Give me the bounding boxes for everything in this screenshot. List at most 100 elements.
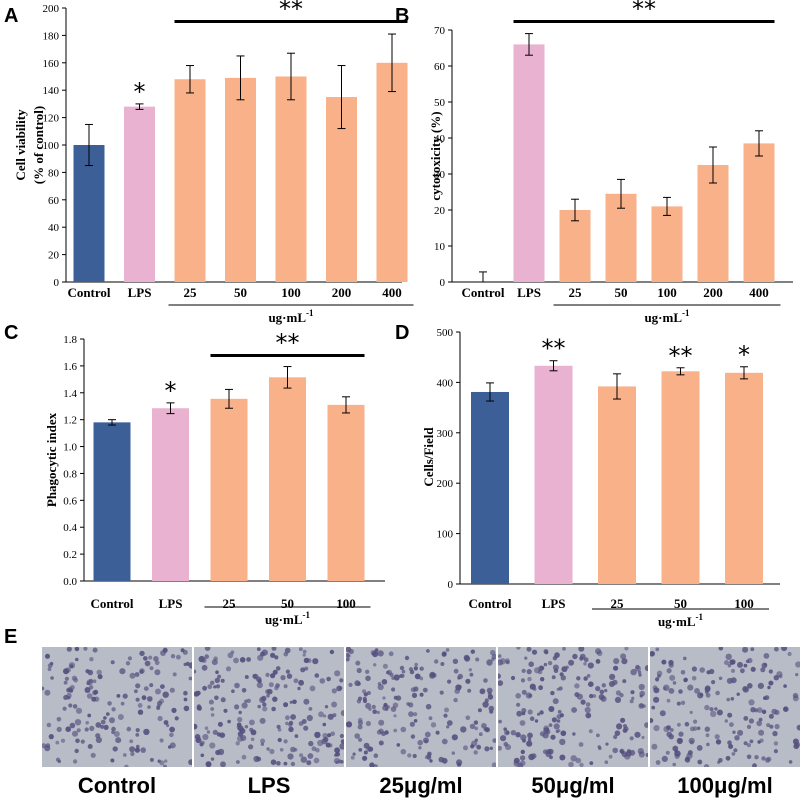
cell-dot [727, 712, 733, 718]
cell-dot [704, 726, 710, 732]
cell-dot [149, 757, 154, 762]
condition-label-control: Control [77, 773, 157, 798]
cell-dot [267, 688, 273, 695]
cell-dot [781, 647, 788, 652]
cell-dot [680, 700, 686, 705]
cell-dot [352, 752, 356, 756]
cell-dot [44, 745, 51, 752]
cell-dot [233, 657, 239, 664]
cell-dot [752, 763, 757, 767]
cell-dot [400, 726, 407, 733]
cell-dot [395, 695, 402, 701]
unit-exponent: -1 [682, 308, 690, 318]
cell-dot [194, 734, 201, 740]
cell-dot [484, 746, 490, 752]
cell-dot [668, 734, 674, 740]
cell-dot [490, 649, 496, 656]
cell-dot [750, 647, 755, 652]
cell-dot [97, 674, 103, 680]
chart-b: 0 10 20 30 40 50 60 70 cytotoxicity (%) Control LP… [428, 0, 793, 325]
cell-dot [157, 715, 163, 722]
cell-dot [747, 657, 753, 664]
y-tick-label: 60 [434, 61, 446, 73]
cell-dot [55, 740, 60, 745]
cell-dot [691, 666, 697, 672]
cell-dot [271, 706, 276, 712]
cell-dot [683, 656, 687, 661]
cell-dot [639, 690, 645, 697]
cell-dot [257, 654, 264, 661]
cell-dot [773, 749, 778, 754]
cell-dot [376, 729, 382, 735]
cell-dot [112, 746, 118, 752]
cell-dot [468, 668, 472, 672]
y-tick-label: 0 [440, 277, 446, 289]
y-tick-label: 500 [437, 327, 454, 339]
cell-dot [706, 670, 711, 675]
cell-dot [754, 708, 759, 713]
cell-dot [638, 683, 645, 691]
cell-dot [612, 679, 618, 686]
cell-dot [83, 647, 88, 651]
cell-dot [478, 732, 483, 737]
cell-dot [445, 648, 450, 652]
cell-dot [313, 757, 320, 764]
cell-dot [95, 722, 102, 728]
cell-dot [574, 692, 580, 698]
cell-dot [124, 764, 129, 767]
cell-dot [709, 707, 714, 712]
cell-dot [288, 720, 294, 726]
cell-dot [244, 725, 249, 729]
cell-dot [227, 652, 234, 659]
cell-dot [357, 717, 363, 723]
cell-dot [286, 673, 293, 679]
cell-dot [451, 751, 455, 755]
cell-dot [309, 685, 316, 692]
cell-dot [760, 667, 766, 673]
bar [269, 377, 306, 581]
cell-dot [766, 756, 772, 762]
cell-dot [154, 669, 161, 676]
cell-dot [624, 647, 629, 651]
cell-dot [414, 662, 418, 667]
cell-dot [725, 755, 731, 761]
cell-dot [393, 674, 400, 681]
cell-dot [476, 744, 482, 750]
cell-dot [538, 665, 544, 672]
cell-dot [250, 737, 255, 742]
cell-dot [578, 647, 585, 652]
cell-dot [761, 662, 768, 669]
category-label: 50 [234, 285, 247, 300]
cell-dot [473, 720, 479, 725]
cell-dot [139, 668, 145, 674]
cell-dot [529, 716, 535, 721]
cell-dot [715, 739, 722, 745]
cell-dot [239, 657, 246, 663]
bar [225, 77, 256, 283]
y-tick-label: 50 [434, 97, 446, 109]
y-tick-label: 1.8 [63, 334, 77, 346]
cell-dot [262, 706, 268, 712]
cell-dot [362, 755, 368, 761]
condition-label-25: 25μg/ml [379, 773, 463, 798]
cell-dot [637, 748, 644, 755]
cell-dot [515, 732, 521, 738]
cell-dot [758, 717, 763, 722]
cell-dot [583, 657, 589, 663]
bar [73, 145, 105, 282]
cell-dot [356, 667, 362, 674]
cell-dot [550, 734, 556, 740]
cell-dot [275, 683, 280, 688]
category-label: 25 [223, 596, 237, 611]
unit-exponent: -1 [303, 610, 311, 620]
cell-dot [176, 654, 181, 660]
cell-dot [210, 680, 215, 685]
cell-dot [130, 751, 135, 757]
cell-dot [699, 693, 704, 697]
cell-dot [666, 668, 672, 674]
cell-dot [757, 707, 763, 713]
cell-dot [100, 719, 106, 725]
cell-dot [742, 647, 749, 653]
cell-dot [356, 681, 361, 686]
cell-dot [521, 711, 526, 716]
